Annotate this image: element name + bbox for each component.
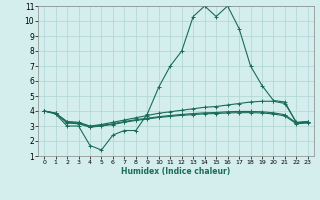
X-axis label: Humidex (Indice chaleur): Humidex (Indice chaleur) (121, 167, 231, 176)
